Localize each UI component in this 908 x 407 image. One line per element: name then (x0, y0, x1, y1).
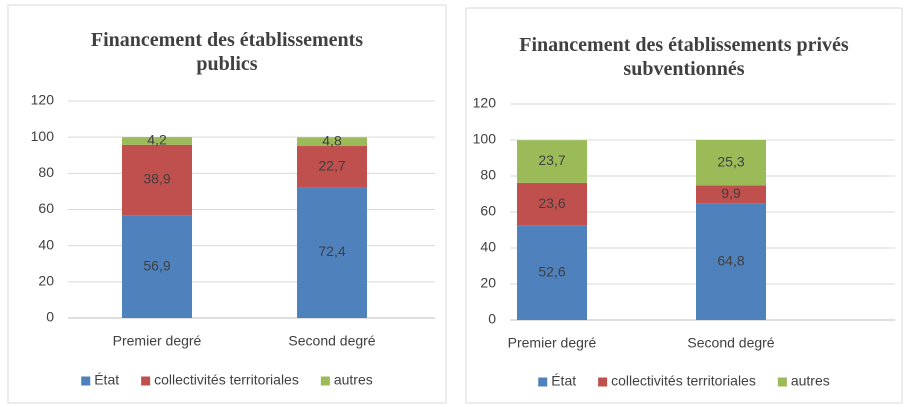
data-label: 52,6 (538, 263, 565, 279)
data-label: 72,4 (318, 243, 345, 259)
y-tick-label: 20 (38, 273, 54, 289)
bar-segment (122, 215, 192, 318)
y-tick-label: 80 (38, 164, 54, 180)
bar-segment (297, 187, 367, 318)
data-label: 23,7 (538, 152, 565, 168)
data-label: 23,6 (538, 195, 565, 211)
y-tick-label: 80 (480, 167, 496, 183)
legend-label: État (551, 373, 576, 389)
legend-label: collectivités territoriales (611, 373, 756, 389)
y-tick-label: 40 (480, 239, 496, 255)
bar-segment (696, 203, 766, 320)
y-tick-label: 0 (46, 309, 54, 325)
x-tick-label: Premier degré (113, 333, 202, 349)
y-tick-label: 60 (480, 203, 496, 219)
data-label: 56,9 (143, 257, 170, 273)
y-tick-label: 120 (473, 95, 497, 111)
legend-swatch (81, 376, 91, 386)
bar-segment (122, 144, 192, 216)
bar-segment (122, 137, 192, 145)
chart-title: Financement des établissements publics (90, 29, 364, 75)
y-tick-label: 100 (31, 128, 55, 144)
chart-title: Financement des établissements privés su… (519, 34, 849, 80)
y-tick-label: 60 (38, 200, 54, 216)
chart-border (465, 7, 903, 404)
legend-swatch (777, 377, 787, 387)
x-tick-label: Premier degré (508, 335, 597, 351)
bar-segment (297, 146, 367, 188)
x-tick-label: Second degré (687, 335, 774, 351)
legend-swatch (320, 376, 330, 386)
data-label: 38,9 (143, 171, 170, 187)
data-label: 64,8 (717, 252, 744, 268)
legend-label: collectivités territoriales (154, 372, 299, 388)
bar-segment (517, 140, 587, 183)
chart-border (7, 4, 447, 404)
data-label: 9,9 (721, 185, 741, 201)
bar-segment (696, 185, 766, 204)
y-tick-label: 100 (473, 131, 497, 147)
data-label: 4,8 (322, 132, 342, 148)
bar-segment (297, 137, 367, 147)
y-tick-label: 120 (31, 92, 55, 108)
bar-segment (696, 140, 766, 186)
legend-swatch (598, 377, 608, 387)
y-tick-label: 0 (488, 311, 496, 327)
x-tick-label: Second degré (288, 333, 375, 349)
legend-swatch (141, 376, 151, 386)
legend-label: autres (334, 372, 373, 388)
data-label: 4,2 (147, 132, 167, 148)
bar-segment (517, 225, 587, 320)
y-tick-label: 40 (38, 236, 54, 252)
bar-segment (517, 182, 587, 226)
legend-label: autres (791, 373, 830, 389)
data-label: 25,3 (717, 153, 744, 169)
legend-label: État (94, 372, 119, 388)
data-label: 22,7 (318, 157, 345, 173)
legend-swatch (538, 377, 548, 387)
y-tick-label: 20 (480, 275, 496, 291)
